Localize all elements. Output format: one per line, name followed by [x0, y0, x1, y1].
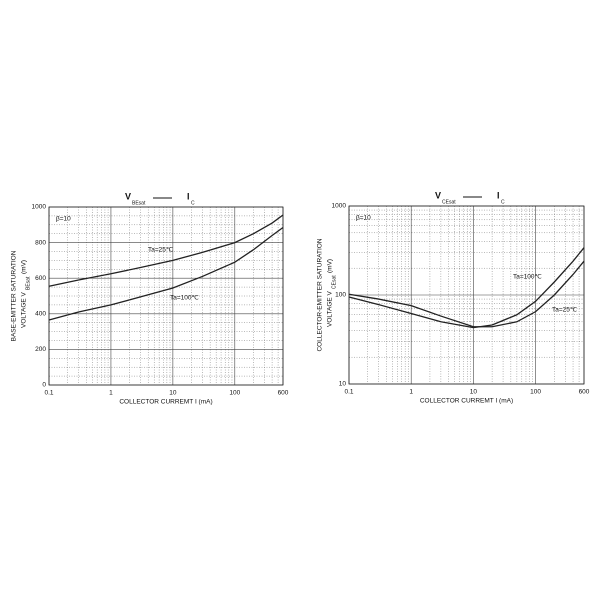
y-tick-label: 0	[42, 382, 46, 389]
x-tick-label: 600	[579, 389, 590, 396]
curve-label: Ta=100℃	[513, 274, 543, 281]
x-tick-label: 0.1	[44, 390, 53, 397]
chart-title-sub: BEsat	[132, 200, 146, 206]
y-axis-label-unit: (mV)	[327, 259, 334, 273]
curve	[48, 226, 284, 321]
x-tick-label: 600	[278, 390, 289, 397]
curve	[348, 260, 585, 328]
y-axis-label-line2: VOLTAGE V	[327, 290, 334, 327]
x-axis-label: COLLECTOR CURREMT I (mA)	[119, 399, 212, 406]
chart-title: V	[435, 190, 441, 200]
y-tick-label: 400	[35, 311, 46, 318]
chart-title: V	[125, 191, 131, 201]
y-axis-label-unit: (mV)	[21, 260, 28, 274]
y-tick-label: 1000	[332, 203, 347, 210]
y-tick-label: 10	[339, 381, 347, 388]
curve-label: Ta=25℃	[552, 307, 578, 314]
x-tick-label: 0.1	[344, 389, 353, 396]
x-tick-label: 10	[169, 390, 177, 397]
chart-title-right-sub: C	[191, 200, 195, 206]
x-axis-label: COLLECTOR CURREMT I (mA)	[420, 398, 513, 405]
curve-label: Ta=100℃	[170, 295, 200, 302]
y-axis-label: COLLECTOR-EMITTER SATURATION VOLTAGE VCEs…	[317, 238, 338, 351]
x-tick-label: 100	[530, 389, 541, 396]
annotation: β=10	[356, 215, 371, 222]
y-axis-label-line1: BASE-EMITTER SATURATION	[11, 250, 18, 341]
x-tick-label: 1	[109, 390, 113, 397]
y-tick-label: 1000	[32, 204, 47, 211]
y-axis-label-sub: BEsat	[25, 276, 31, 290]
y-axis-label-line2: VOLTAGE V	[21, 291, 28, 328]
curve	[48, 214, 284, 287]
x-tick-label: 100	[229, 390, 240, 397]
chart-title-right-sub: C	[501, 199, 505, 205]
x-tick-label: 1	[409, 389, 413, 396]
chart-title-right: I	[497, 190, 500, 200]
y-tick-label: 200	[35, 346, 46, 353]
curve	[348, 247, 585, 329]
y-tick-label: 800	[35, 239, 46, 246]
chart-title-right: I	[187, 191, 190, 201]
y-tick-label: 100	[335, 292, 346, 299]
annotation: β=10	[56, 216, 71, 223]
curve-label: Ta=25℃	[148, 247, 174, 254]
y-axis-label-sub: CEsat	[331, 275, 337, 289]
chart-title-sub: CEsat	[442, 199, 456, 205]
y-tick-label: 600	[35, 275, 46, 282]
plot-frame	[48, 206, 284, 386]
x-tick-label: 10	[470, 389, 478, 396]
y-axis-label-line1: COLLECTOR-EMITTER SATURATION	[317, 238, 324, 351]
plot-frame	[348, 205, 585, 385]
